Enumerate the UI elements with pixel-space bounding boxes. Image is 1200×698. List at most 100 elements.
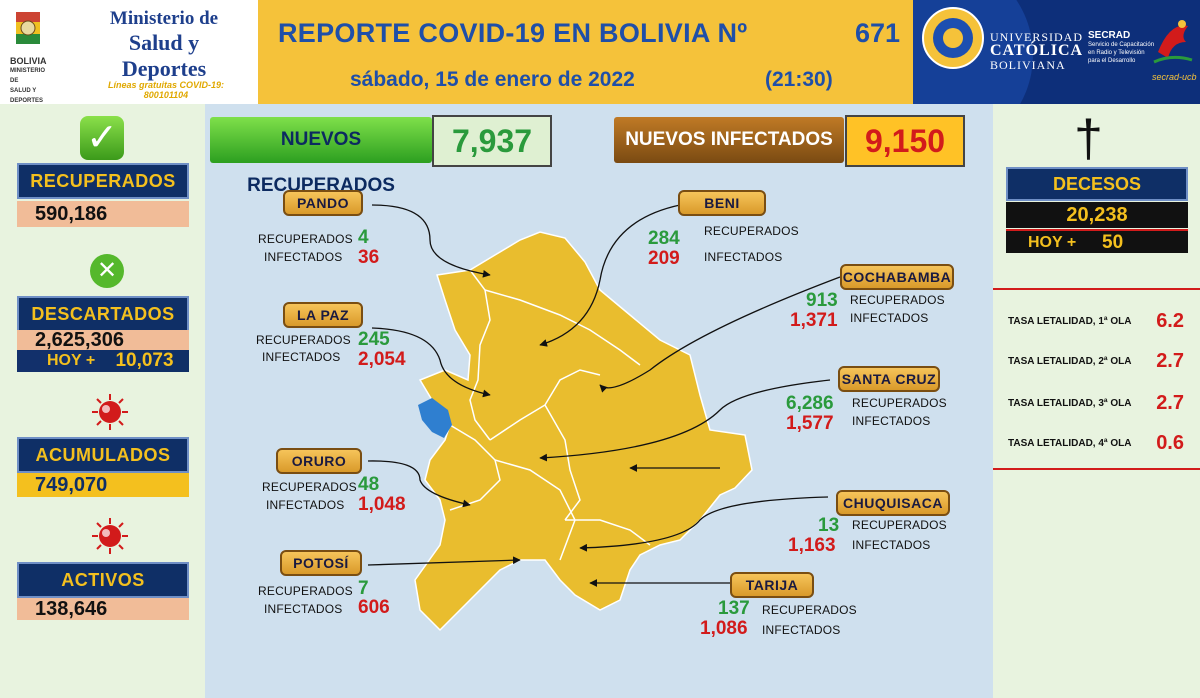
tasa-label: TASA LETALIDAD, 2ª OLA	[1008, 356, 1132, 367]
dept-tag-santa-cruz: SANTA CRUZ	[838, 366, 940, 392]
secrad-block: SECRAD Servicio de Capacitación en Radio…	[1088, 30, 1155, 64]
report-header	[258, 0, 913, 104]
santa-cruz-recuperados: 6,286	[786, 393, 834, 414]
dept-tag-pando: PANDO	[283, 190, 363, 216]
tarija-infectados: 1,086	[700, 618, 748, 639]
dept-tag-cochabamba: COCHABAMBA	[840, 264, 954, 290]
beni-recuperados: 284	[648, 228, 680, 249]
recuperados-label-small: RECUPERADOS	[256, 333, 351, 347]
university-header	[913, 0, 1200, 104]
recuperados-label-small: RECUPERADOS	[258, 232, 353, 246]
recuperados-label-small: RECUPERADOS	[852, 396, 947, 410]
tasa-label: TASA LETALIDAD, 4ª OLA	[1008, 438, 1132, 449]
tasa-row: TASA LETALIDAD, 4ª OLA 0.6	[1008, 432, 1198, 456]
bolivia-crest-icon	[16, 12, 40, 44]
bolivia-map	[367, 204, 841, 632]
recuperados-label-small: RECUPERADOS	[762, 603, 857, 617]
infectados-label-small: INFECTADOS	[704, 250, 783, 264]
decesos-value: 20,238	[1006, 202, 1188, 228]
report-date: sábado, 15 de enero de 2022	[350, 68, 635, 91]
tasa-label: TASA LETALIDAD, 3ª OLA	[1008, 398, 1132, 409]
decesos-hoy-label: HOY +	[1028, 234, 1077, 251]
dept-tag-la-paz: LA PAZ	[283, 302, 363, 328]
cross-icon: †	[1074, 110, 1103, 168]
tasa-value: 2.7	[1156, 350, 1184, 372]
infectados-label-small: INFECTADOS	[262, 350, 341, 364]
recuperados-label-small: RECUPERADOS	[850, 293, 945, 307]
tasa-value: 6.2	[1156, 310, 1184, 332]
oruro-recuperados: 48	[358, 474, 380, 495]
decesos-label: DECESOS	[1006, 167, 1188, 201]
recuperados-label-small: RECUPERADOS	[852, 518, 947, 532]
university-name: UNIVERSIDAD CATÓLICA BOLIVIANA	[990, 30, 1084, 72]
tasa-row: TASA LETALIDAD, 1ª OLA 6.2	[1008, 310, 1198, 334]
dept-tag-oruro: ORURO	[276, 448, 362, 474]
ministry-hotline: Líneas gratuitas COVID-19: 800101104	[107, 80, 225, 100]
la-paz-infectados: 2,054	[358, 349, 406, 370]
secrad-logo-icon	[1153, 20, 1193, 64]
recuperados-label: RECUPERADOS	[17, 163, 189, 199]
descartados-value: 2,625,306	[17, 330, 189, 350]
descartados-label: DESCARTADOS	[17, 296, 189, 332]
oruro-infectados: 1,048	[358, 494, 406, 515]
nuevos-recuperados-value: 7,937	[432, 115, 552, 167]
secrad-logo-text: secrad-ucb	[1152, 72, 1197, 82]
activos-value: 138,646	[17, 598, 189, 620]
dept-tag-potosi: POTOSÍ	[280, 550, 362, 576]
descartados-hoy-value: 10,073	[100, 350, 189, 372]
tasa-letalidad-box	[993, 288, 1200, 470]
infectados-label-small: INFECTADOS	[850, 311, 929, 325]
decesos-hoy: HOY + 50	[1006, 229, 1188, 253]
tasa-value: 0.6	[1156, 432, 1184, 454]
ministry-small-text: BOLIVIA MINISTERIO DE SALUD Y DEPORTES	[10, 56, 47, 104]
virus-icon	[92, 518, 128, 554]
potosi-recuperados: 7	[358, 578, 369, 599]
activos-label: ACTIVOS	[17, 562, 189, 598]
beni-infectados: 209	[648, 248, 680, 269]
infectados-label-small: INFECTADOS	[852, 538, 931, 552]
pando-infectados: 36	[358, 247, 380, 268]
tasa-label: TASA LETALIDAD, 1ª OLA	[1008, 316, 1132, 327]
decesos-hoy-value: 50	[1102, 232, 1124, 253]
recuperados-label-small: RECUPERADOS	[258, 584, 353, 598]
dept-tag-chuquisaca: CHUQUISACA	[836, 490, 950, 516]
tasa-value: 2.7	[1156, 392, 1184, 414]
recuperados-label-small: RECUPERADOS	[262, 480, 357, 494]
report-title: REPORTE COVID-19 EN BOLIVIA Nº	[278, 18, 748, 48]
report-time: (21:30)	[765, 68, 833, 91]
descartados-hoy-label: HOY +	[47, 352, 96, 369]
arrow-icon	[367, 204, 841, 587]
nuevos-infectados-label: NUEVOS INFECTADOS	[614, 117, 844, 163]
bolivia-map-shape	[414, 231, 753, 632]
cochabamba-infectados: 1,371	[790, 310, 838, 331]
recuperados-label-small: RECUPERADOS	[704, 224, 799, 238]
chuquisaca-recuperados: 13	[818, 515, 840, 536]
x-icon: ✕	[90, 254, 124, 288]
descartados-hoy: HOY + 10,073	[17, 350, 189, 372]
pando-recuperados: 4	[358, 227, 369, 248]
chuquisaca-infectados: 1,163	[788, 535, 836, 556]
infectados-label-small: INFECTADOS	[264, 250, 343, 264]
recuperados-value: 590,186	[17, 201, 189, 227]
dept-tag-beni: BENI	[678, 190, 766, 216]
la-paz-recuperados: 245	[358, 329, 390, 350]
infectados-label-small: INFECTADOS	[762, 623, 841, 637]
department-borders	[449, 269, 651, 561]
santa-cruz-infectados: 1,577	[786, 413, 834, 434]
report-number: 671	[855, 18, 901, 48]
cochabamba-recuperados: 913	[806, 290, 838, 311]
potosi-infectados: 606	[358, 597, 390, 618]
tarija-recuperados: 137	[718, 598, 750, 619]
ministry-header: BOLIVIA MINISTERIO DE SALUD Y DEPORTES M…	[0, 0, 258, 104]
infectados-label-small: INFECTADOS	[264, 602, 343, 616]
ministry-subtitle: Salud y Deportes	[121, 30, 207, 81]
tasa-row: TASA LETALIDAD, 3ª OLA 2.7	[1008, 392, 1198, 416]
acumulados-value: 749,070	[17, 473, 189, 497]
infectados-label-small: INFECTADOS	[266, 498, 345, 512]
check-icon: ✓	[80, 116, 124, 160]
lake-titicaca	[418, 398, 452, 438]
nuevos-infectados-value: 9,150	[845, 115, 965, 167]
virus-icon	[92, 394, 128, 430]
university-seal-icon	[922, 7, 984, 69]
ministry-title: Ministerio de	[109, 8, 219, 29]
